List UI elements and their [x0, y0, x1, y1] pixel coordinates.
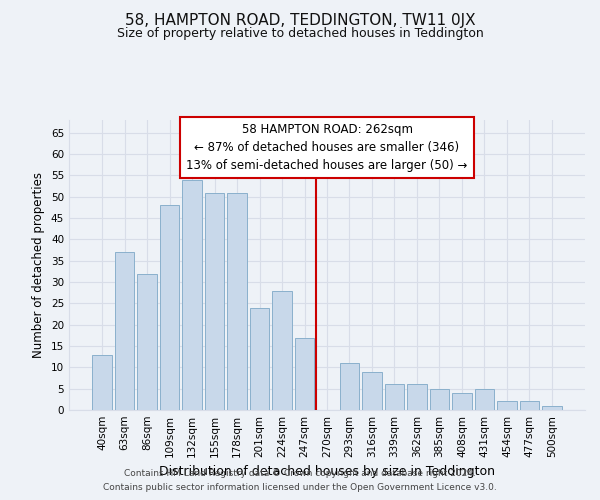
Bar: [160, 206, 179, 410]
Text: 58, HAMPTON ROAD, TEDDINGTON, TW11 0JX: 58, HAMPTON ROAD, TEDDINGTON, TW11 0JX: [125, 12, 475, 28]
Text: Size of property relative to detached houses in Teddington: Size of property relative to detached ho…: [116, 28, 484, 40]
Bar: [542, 406, 562, 410]
Bar: [362, 372, 382, 410]
Bar: [475, 388, 494, 410]
Bar: [227, 192, 247, 410]
Text: Contains public sector information licensed under the Open Government Licence v3: Contains public sector information licen…: [103, 484, 497, 492]
Bar: [295, 338, 314, 410]
Text: Contains HM Land Registry data © Crown copyright and database right 2024.: Contains HM Land Registry data © Crown c…: [124, 468, 476, 477]
Bar: [520, 402, 539, 410]
Bar: [452, 393, 472, 410]
Bar: [340, 363, 359, 410]
Text: 58 HAMPTON ROAD: 262sqm
← 87% of detached houses are smaller (346)
13% of semi-d: 58 HAMPTON ROAD: 262sqm ← 87% of detache…: [187, 123, 467, 172]
Bar: [430, 388, 449, 410]
Bar: [385, 384, 404, 410]
Bar: [182, 180, 202, 410]
X-axis label: Distribution of detached houses by size in Teddington: Distribution of detached houses by size …: [159, 466, 495, 478]
Bar: [92, 354, 112, 410]
Bar: [205, 192, 224, 410]
Bar: [250, 308, 269, 410]
Y-axis label: Number of detached properties: Number of detached properties: [32, 172, 46, 358]
Bar: [407, 384, 427, 410]
Bar: [137, 274, 157, 410]
Bar: [115, 252, 134, 410]
Bar: [272, 290, 292, 410]
Bar: [497, 402, 517, 410]
